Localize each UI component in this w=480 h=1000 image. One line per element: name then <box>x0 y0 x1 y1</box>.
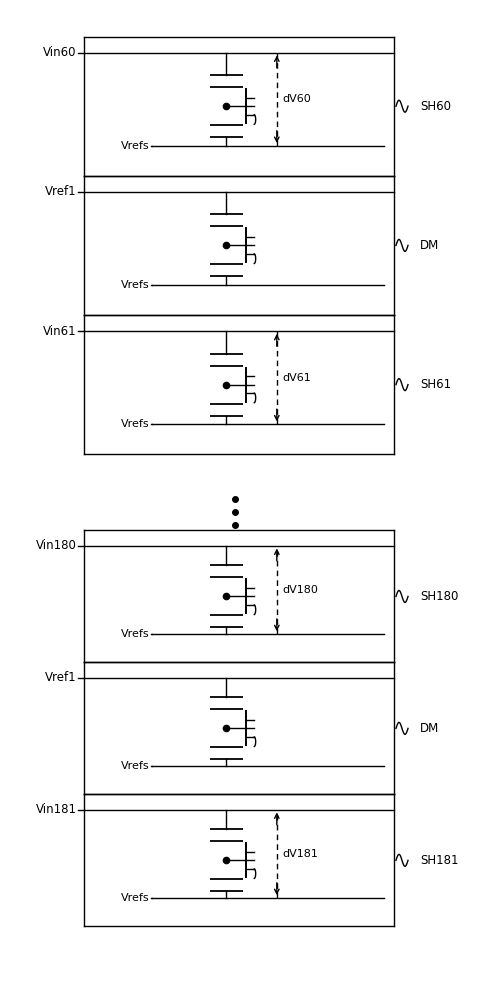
Text: Vrefs: Vrefs <box>121 629 150 639</box>
Text: Vref1: Vref1 <box>45 671 77 684</box>
Text: Vrefs: Vrefs <box>121 761 150 771</box>
Text: dV60: dV60 <box>283 94 312 104</box>
Text: Vref1: Vref1 <box>45 185 77 198</box>
Text: Vrefs: Vrefs <box>121 141 150 151</box>
Text: SH180: SH180 <box>420 590 458 603</box>
Text: Vin61: Vin61 <box>43 325 77 338</box>
Text: Vrefs: Vrefs <box>121 280 150 290</box>
Text: dV180: dV180 <box>283 585 318 595</box>
Text: Vrefs: Vrefs <box>121 893 150 903</box>
Text: dV61: dV61 <box>283 373 312 383</box>
Text: dV181: dV181 <box>283 849 318 859</box>
Text: Vrefs: Vrefs <box>121 419 150 429</box>
Text: DM: DM <box>420 722 439 735</box>
Text: Vin181: Vin181 <box>36 803 77 816</box>
Text: DM: DM <box>420 239 439 252</box>
Text: SH181: SH181 <box>420 854 458 867</box>
Text: SH61: SH61 <box>420 378 451 391</box>
Text: Vin180: Vin180 <box>36 539 77 552</box>
Text: Vin60: Vin60 <box>43 46 77 59</box>
Text: SH60: SH60 <box>420 100 451 113</box>
